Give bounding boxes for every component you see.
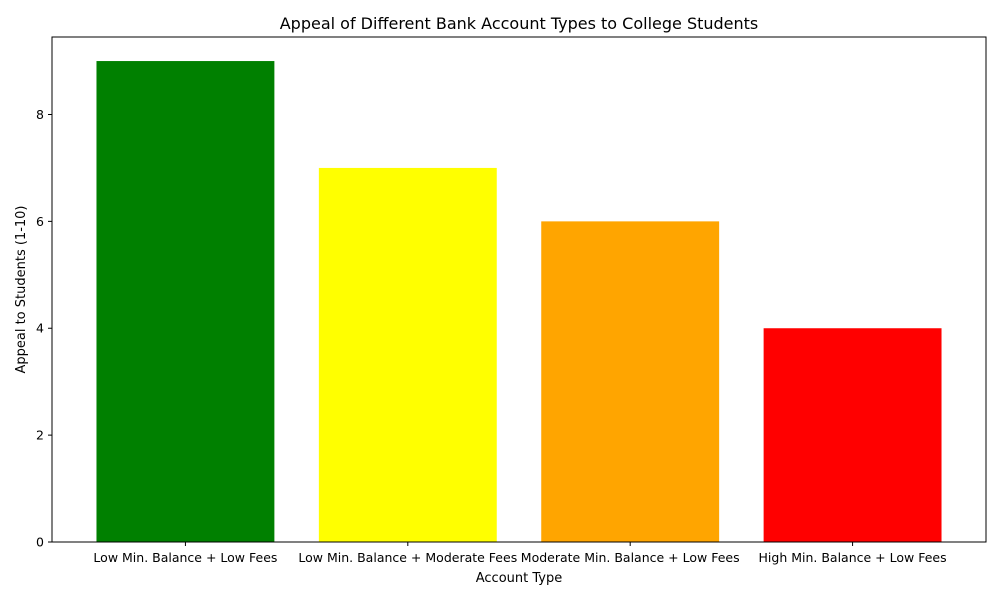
- x-tick-label-2: Moderate Min. Balance + Low Fees: [521, 550, 740, 565]
- y-tick-label-4: 8: [36, 107, 44, 122]
- x-axis-label: Account Type: [476, 571, 562, 586]
- x-tick-label-1: Low Min. Balance + Moderate Fees: [298, 550, 517, 565]
- y-axis-label: Appeal to Students (1-10): [14, 205, 29, 373]
- bar-1: [318, 167, 497, 542]
- bars-group: [96, 61, 942, 543]
- y-tick-label-1: 2: [36, 428, 44, 443]
- bar-3: [763, 328, 942, 542]
- bar-2: [541, 221, 720, 542]
- chart-title: Appeal of Different Bank Account Types t…: [280, 14, 759, 33]
- x-axis-ticks: Low Min. Balance + Low Fees Low Min. Bala…: [93, 542, 947, 565]
- x-tick-label-0: Low Min. Balance + Low Fees: [93, 550, 277, 565]
- y-axis-ticks: 0 2 4 6 8: [36, 107, 52, 550]
- y-tick-label-0: 0: [36, 535, 44, 550]
- bar-0: [96, 61, 275, 543]
- plot-frame: [51, 36, 987, 543]
- y-tick-label-2: 4: [36, 321, 44, 336]
- y-tick-label-3: 6: [36, 214, 44, 229]
- x-tick-label-3: High Min. Balance + Low Fees: [759, 550, 947, 565]
